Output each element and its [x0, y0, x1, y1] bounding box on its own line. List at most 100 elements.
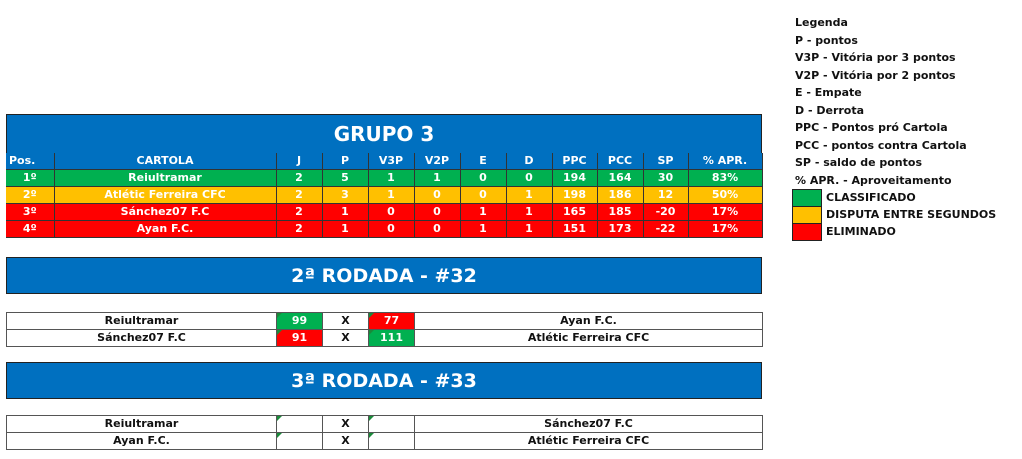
legend-item: P - pontos	[795, 33, 858, 47]
cell: 5	[322, 169, 369, 187]
green-swatch	[792, 188, 822, 207]
cell: 0	[368, 203, 415, 221]
away-team: Atlétic Ferreira CFC	[414, 432, 763, 450]
away-score[interactable]	[368, 432, 415, 450]
away-score[interactable]: 111	[368, 329, 415, 347]
cell: Reiultramar	[54, 169, 277, 187]
match-row: Reiultramar X Sánchez07 F.C	[6, 415, 763, 433]
header-e: E	[460, 153, 507, 170]
versus: X	[322, 329, 369, 347]
yellow-swatch	[792, 205, 822, 224]
cell: 1	[368, 169, 415, 187]
match-row: Ayan F.C. X Atlétic Ferreira CFC	[6, 432, 763, 450]
match-row: Sánchez07 F.C 91 X 111 Atlétic Ferreira CFC	[6, 329, 763, 347]
legend-eliminado: ELIMINADO	[792, 222, 996, 241]
cell: 164	[597, 169, 644, 187]
table-row: 2º Atlétic Ferreira CFC 2 3 1 0 0 1 198 186 12 50%	[6, 186, 763, 204]
match-row: Reiultramar 99 X 77 Ayan F.C.	[6, 312, 763, 330]
cell: 1	[460, 220, 507, 238]
header-pcc: PCC	[597, 153, 644, 170]
cell: 12	[643, 186, 689, 204]
away-score[interactable]	[368, 415, 415, 433]
table-row: 1º Reiultramar 2 5 1 1 0 0 194 164 30 83%	[6, 169, 763, 187]
legend-disputa: DISPUTA ENTRE SEGUNDOS	[792, 205, 997, 224]
away-score[interactable]: 77	[368, 312, 415, 330]
cell: 83%	[688, 169, 763, 187]
cell: 0	[414, 186, 461, 204]
home-team: Reiultramar	[6, 415, 277, 433]
round3-title: 3ª RODADA - #33	[6, 362, 762, 399]
cell: 17%	[688, 203, 763, 221]
header-v3p: V3P	[368, 153, 415, 170]
home-score[interactable]: 91	[276, 329, 323, 347]
legend-status-label: DISPUTA ENTRE SEGUNDOS	[826, 207, 997, 221]
header-pos: Pos.	[6, 153, 55, 170]
cell: 194	[552, 169, 598, 187]
legend-item: D - Derrota	[795, 103, 865, 117]
header-sp: SP	[643, 153, 689, 170]
legend-title: Legenda	[795, 16, 848, 29]
cell: 186	[597, 186, 644, 204]
versus: X	[322, 415, 369, 433]
header-cartola: CARTOLA	[54, 153, 277, 170]
legend-item: % APR. - Aproveitamento	[795, 173, 952, 187]
header-apr: % APR.	[688, 153, 763, 170]
header-v2p: V2P	[414, 153, 461, 170]
home-team: Ayan F.C.	[6, 432, 277, 450]
cell: 1	[322, 203, 369, 221]
red-swatch	[792, 222, 822, 241]
legend-status-label: CLASSIFICADO	[826, 190, 916, 204]
header-p: P	[322, 153, 369, 170]
cell: 151	[552, 220, 598, 238]
legend-status-label: ELIMINADO	[826, 224, 896, 238]
legend: Legenda P - pontos V3P - Vitória por 3 p…	[792, 14, 997, 241]
group-title: GRUPO 3	[6, 114, 762, 154]
header-ppc: PPC	[552, 153, 598, 170]
legend-item: V2P - Vitória por 2 pontos	[795, 68, 956, 82]
round2-matches: Reiultramar 99 X 77 Ayan F.C. Sánchez07 F.C 9…	[6, 312, 763, 347]
cell: 3	[322, 186, 369, 204]
legend-item: PCC - pontos contra Cartola	[795, 138, 967, 152]
cell: 50%	[688, 186, 763, 204]
cell: 1º	[6, 169, 55, 187]
cell: 0	[506, 169, 553, 187]
round3-matches: Reiultramar X Sánchez07 F.C Ayan F.C. X Atlé…	[6, 415, 763, 450]
cell: 2	[276, 220, 323, 238]
cell: 1	[414, 169, 461, 187]
versus: X	[322, 312, 369, 330]
cell: 0	[414, 203, 461, 221]
standings-table: Pos. CARTOLA J P V3P V2P E D PPC PCC SP% APR. 1º Re…	[6, 153, 763, 238]
table-row: 4º Ayan F.C. 2 1 0 0 1 1 151 173 -22 17%	[6, 220, 763, 238]
cell: 0	[414, 220, 461, 238]
versus: X	[322, 432, 369, 450]
legend-item: PPC - Pontos pró Cartola	[795, 121, 948, 134]
cell: -22	[643, 220, 689, 238]
cell: -20	[643, 203, 689, 221]
cell: 17%	[688, 220, 763, 238]
away-team: Sánchez07 F.C	[414, 415, 763, 433]
away-team: Atlétic Ferreira CFC	[414, 329, 763, 347]
cell: 1	[368, 186, 415, 204]
cell: 1	[322, 220, 369, 238]
cell: 2	[276, 186, 323, 204]
home-team: Reiultramar	[6, 312, 277, 330]
cell: 2	[276, 203, 323, 221]
home-team: Sánchez07 F.C	[6, 329, 277, 347]
legend-classificado: CLASSIFICADO	[792, 188, 996, 207]
cell: 0	[460, 186, 507, 204]
cell: 30	[643, 169, 689, 187]
cell: 185	[597, 203, 644, 221]
legend-item: E - Empate	[795, 86, 862, 99]
home-score[interactable]: 99	[276, 312, 323, 330]
cell: 0	[460, 169, 507, 187]
cell: 173	[597, 220, 644, 238]
home-score[interactable]	[276, 415, 323, 433]
cell: 4º	[6, 220, 55, 238]
cell: 165	[552, 203, 598, 221]
cell: 1	[460, 203, 507, 221]
cell: 2	[276, 169, 323, 187]
home-score[interactable]	[276, 432, 323, 450]
table-row: 3º Sánchez07 F.C 2 1 0 0 1 1 165 185 -20 17%	[6, 203, 763, 221]
cell: 198	[552, 186, 598, 204]
standings-header: Pos. CARTOLA J P V3P V2P E D PPC PCC SP% APR.	[6, 153, 763, 170]
